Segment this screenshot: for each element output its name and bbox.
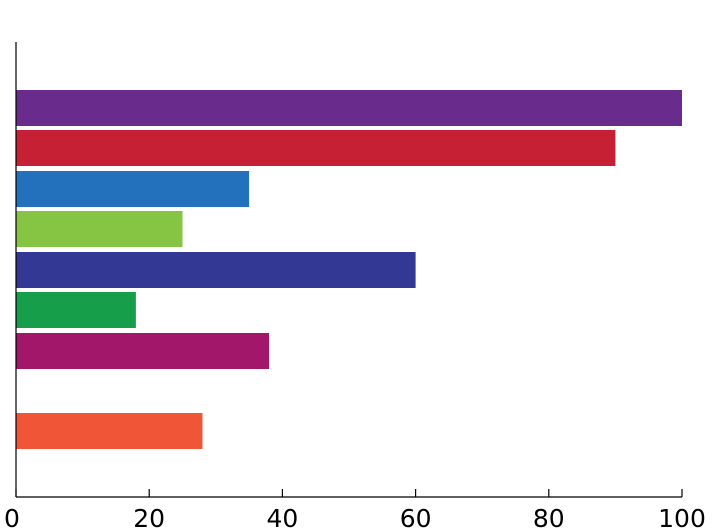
x-tick-label-40: 40 <box>266 504 298 530</box>
bar-6 <box>16 292 136 328</box>
bar-1 <box>16 90 682 126</box>
bar-8 <box>16 413 203 449</box>
x-tick-label-100: 100 <box>658 504 706 530</box>
bar-2 <box>16 130 616 166</box>
x-tick-label-0: 0 <box>4 504 20 530</box>
bar-5 <box>16 252 416 288</box>
bar-7 <box>16 333 270 369</box>
bar-3 <box>16 171 250 207</box>
x-ticks-group: 0 20 40 60 80 100 <box>4 489 706 530</box>
bars-group <box>16 90 682 449</box>
x-tick-label-80: 80 <box>533 504 565 530</box>
bar-4 <box>16 211 183 247</box>
x-tick-label-60: 60 <box>400 504 432 530</box>
x-tick-label-20: 20 <box>133 504 165 530</box>
